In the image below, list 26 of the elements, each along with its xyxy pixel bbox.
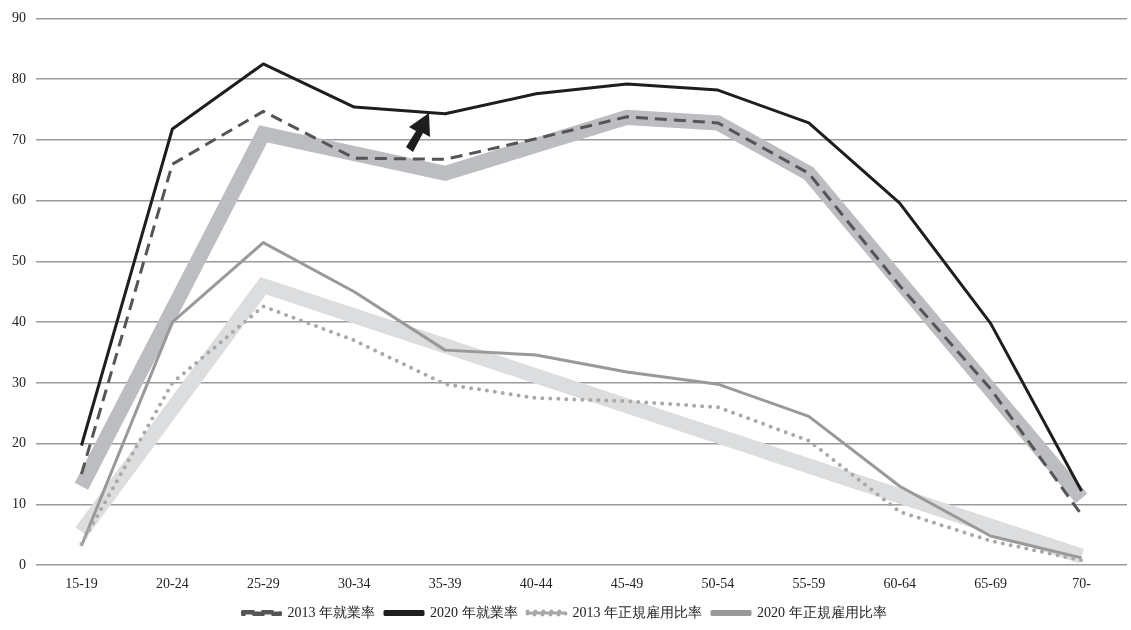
- x-tick-label: 60-64: [883, 576, 917, 592]
- x-tick-label: 15-19: [65, 576, 98, 592]
- x-tick-label: 65-69: [974, 576, 1007, 592]
- x-tick-label: 30-34: [337, 576, 371, 592]
- legend-label: 2013 年就業率: [287, 604, 375, 620]
- x-tick-label: 40-44: [519, 576, 553, 592]
- x-tick-label: 50-54: [701, 576, 735, 592]
- y-tick-label: 40: [12, 313, 26, 329]
- x-tick-label: 70-: [1072, 576, 1092, 592]
- legend-label: 2020 年正規雇用比率: [757, 604, 887, 620]
- y-tick-label: 70: [12, 131, 26, 147]
- y-tick-label: 0: [19, 556, 26, 572]
- y-tick-label: 90: [12, 10, 26, 26]
- y-tick-label: 60: [12, 192, 26, 208]
- y-tick-label: 80: [12, 70, 26, 86]
- x-tick-label: 45-49: [610, 576, 644, 592]
- x-tick-label: 25-29: [246, 576, 280, 592]
- y-tick-label: 50: [12, 253, 26, 269]
- legend-label: 2013 年正規雇用比率: [572, 604, 702, 620]
- y-tick-label: 10: [12, 496, 26, 512]
- legend-label: 2020 年就業率: [430, 604, 518, 620]
- y-tick-label: 20: [12, 435, 26, 451]
- x-tick-label: 55-59: [792, 576, 826, 592]
- y-tick-label: 30: [12, 374, 26, 390]
- x-tick-label: 35-39: [428, 576, 462, 592]
- x-tick-label: 20-24: [156, 576, 189, 592]
